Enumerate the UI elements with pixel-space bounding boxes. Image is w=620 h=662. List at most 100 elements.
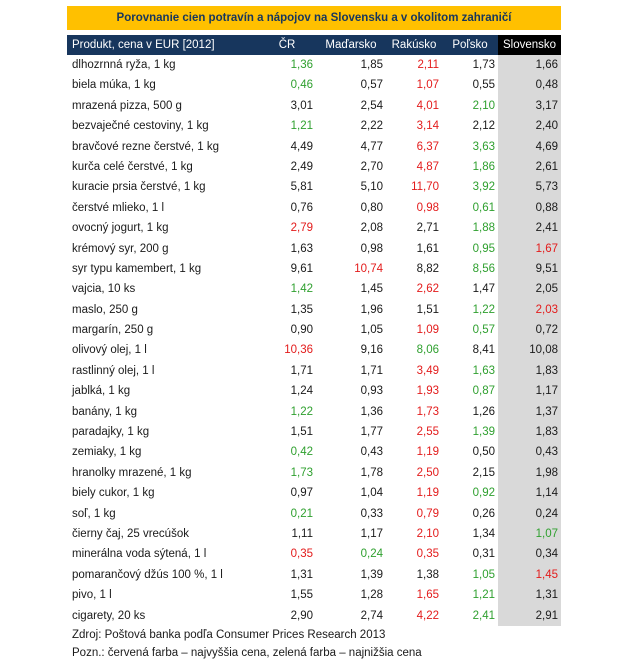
table-body: dlhozrnná ryža, 1 kg 1,36 1,85 2,11 1,73 1,66… xyxy=(67,55,561,626)
price-at: 1,07 xyxy=(416,79,439,92)
price-at: 1,38 xyxy=(416,568,439,581)
price-hu: 1,77 xyxy=(360,426,383,439)
table-row: minerálna voda sýtená, 1 l 0,35 0,24 0,35 0,… xyxy=(67,544,561,565)
price-cz: 1,42 xyxy=(290,283,313,296)
price-cz: 0,97 xyxy=(290,487,313,500)
price-hu: 0,33 xyxy=(360,507,383,520)
price-pl: 1,63 xyxy=(472,364,495,377)
price-at: 8,06 xyxy=(416,344,439,357)
header-pl: Poľsko xyxy=(442,35,498,55)
price-pl: 1,22 xyxy=(472,303,495,316)
product-name: jablká, 1 kg xyxy=(72,385,131,398)
price-sk: 2,61 xyxy=(498,156,561,178)
product-name: syr typu kamembert, 1 kg xyxy=(72,262,202,275)
price-hu: 1,05 xyxy=(360,324,383,337)
product-name: krémový syr, 200 g xyxy=(72,242,169,255)
price-sk: 0,24 xyxy=(498,503,561,524)
table-row: kurča celé čerstvé, 1 kg 2,49 2,70 4,87 1,86… xyxy=(67,156,561,178)
table-row: syr typu kamembert, 1 kg 9,61 10,74 8,82 8,5… xyxy=(67,258,561,280)
price-at: 8,82 xyxy=(416,262,439,275)
price-at: 1,51 xyxy=(416,303,439,316)
price-sk: 3,17 xyxy=(498,95,561,117)
price-cz: 1,21 xyxy=(290,120,313,133)
price-pl: 0,55 xyxy=(472,79,495,92)
price-hu: 2,54 xyxy=(360,99,383,112)
table-row: pivo, 1 l 1,55 1,28 1,65 1,21 1,31 xyxy=(67,585,561,606)
price-cz: 0,21 xyxy=(290,507,313,520)
price-sk: 4,69 xyxy=(498,136,561,157)
price-cz: 2,79 xyxy=(290,222,313,235)
price-pl: 1,88 xyxy=(472,222,495,235)
price-hu: 1,45 xyxy=(360,283,383,296)
price-pl: 0,26 xyxy=(472,507,495,520)
price-cz: 1,24 xyxy=(290,385,313,398)
price-hu: 1,96 xyxy=(360,303,383,316)
price-at: 11,70 xyxy=(411,181,439,194)
price-hu: 0,57 xyxy=(360,79,383,92)
table-row: dlhozrnná ryža, 1 kg 1,36 1,85 2,11 1,73 1,66 xyxy=(67,55,561,76)
price-at: 1,19 xyxy=(416,446,439,459)
price-at: 4,22 xyxy=(416,609,439,622)
price-hu: 1,39 xyxy=(360,568,383,581)
product-name: margarín, 250 g xyxy=(72,324,154,337)
price-sk: 2,40 xyxy=(498,116,561,137)
table-row: bezvaječné cestoviny, 1 kg 1,21 2,22 3,14 2,… xyxy=(67,116,561,137)
price-hu: 1,36 xyxy=(360,405,383,418)
price-at: 3,14 xyxy=(416,120,439,133)
header-cz: ČR xyxy=(258,35,316,55)
price-pl: 0,95 xyxy=(472,242,495,255)
price-cz: 1,71 xyxy=(290,364,313,377)
price-hu: 0,98 xyxy=(360,242,383,255)
product-name: mrazená pizza, 500 g xyxy=(72,99,182,112)
price-hu: 5,10 xyxy=(360,181,383,194)
product-name: bezvaječné cestoviny, 1 kg xyxy=(72,120,209,133)
price-hu: 4,77 xyxy=(360,140,383,153)
product-name: maslo, 250 g xyxy=(72,303,138,316)
price-sk: 1,45 xyxy=(498,564,561,586)
price-at: 2,55 xyxy=(416,426,439,439)
table-row: hranolky mrazené, 1 kg 1,73 1,78 2,50 2,15 1,… xyxy=(67,462,561,484)
product-name: hranolky mrazené, 1 kg xyxy=(72,466,192,479)
price-cz: 0,35 xyxy=(290,548,313,561)
price-cz: 1,73 xyxy=(290,466,313,479)
price-pl: 8,56 xyxy=(472,262,495,275)
price-cz: 1,36 xyxy=(290,59,313,71)
price-cz: 1,11 xyxy=(291,527,313,540)
price-pl: 2,10 xyxy=(472,99,495,112)
price-hu: 9,16 xyxy=(360,344,383,357)
table-row: čerstvé mlieko, 1 l 0,76 0,80 0,98 0,61 0,88 xyxy=(67,197,561,219)
legend-note: Pozn.: červená farba – najvyššia cena, z… xyxy=(72,646,422,659)
price-cz: 1,63 xyxy=(290,242,313,255)
price-cz: 0,46 xyxy=(290,79,313,92)
price-pl: 0,31 xyxy=(472,548,495,561)
price-cz: 1,22 xyxy=(290,405,313,418)
table-row: bravčové rezne čerstvé, 1 kg 4,49 4,77 6,37… xyxy=(67,136,561,157)
price-at: 0,79 xyxy=(416,507,439,520)
price-comparison-table: Porovnanie cien potravín a nápojov na Sl… xyxy=(67,6,561,662)
price-hu: 0,80 xyxy=(360,201,383,214)
price-cz: 2,49 xyxy=(290,160,313,173)
price-sk: 2,41 xyxy=(498,218,561,239)
price-at: 2,62 xyxy=(416,283,439,296)
header-sk: Slovensko xyxy=(498,35,561,55)
price-at: 2,10 xyxy=(416,527,439,540)
table-row: maslo, 250 g 1,35 1,96 1,51 1,22 2,03 xyxy=(67,299,561,321)
table-row: rastlinný olej, 1 l 1,71 1,71 3,49 1,63 1,83 xyxy=(67,360,561,382)
product-name: pivo, 1 l xyxy=(72,589,112,602)
price-hu: 2,22 xyxy=(360,120,383,133)
price-pl: 0,50 xyxy=(472,446,495,459)
table-row: mrazená pizza, 500 g 3,01 2,54 4,01 2,10 3,17 xyxy=(67,95,561,117)
price-sk: 0,43 xyxy=(498,442,561,463)
price-cz: 3,01 xyxy=(290,99,313,112)
product-name: biely cukor, 1 kg xyxy=(72,487,155,500)
price-sk: 1,07 xyxy=(498,523,561,545)
price-pl: 1,05 xyxy=(472,568,495,581)
table-row: ovocný jogurt, 1 kg 2,79 2,08 2,71 1,88 2,41 xyxy=(67,218,561,239)
price-sk: 0,48 xyxy=(498,75,561,96)
price-hu: 10,74 xyxy=(354,262,383,275)
price-sk: 1,83 xyxy=(498,422,561,443)
price-at: 2,71 xyxy=(416,222,439,235)
price-at: 3,49 xyxy=(416,364,439,377)
table-row: banány, 1 kg 1,22 1,36 1,73 1,26 1,37 xyxy=(67,401,561,423)
price-cz: 0,76 xyxy=(290,201,313,214)
